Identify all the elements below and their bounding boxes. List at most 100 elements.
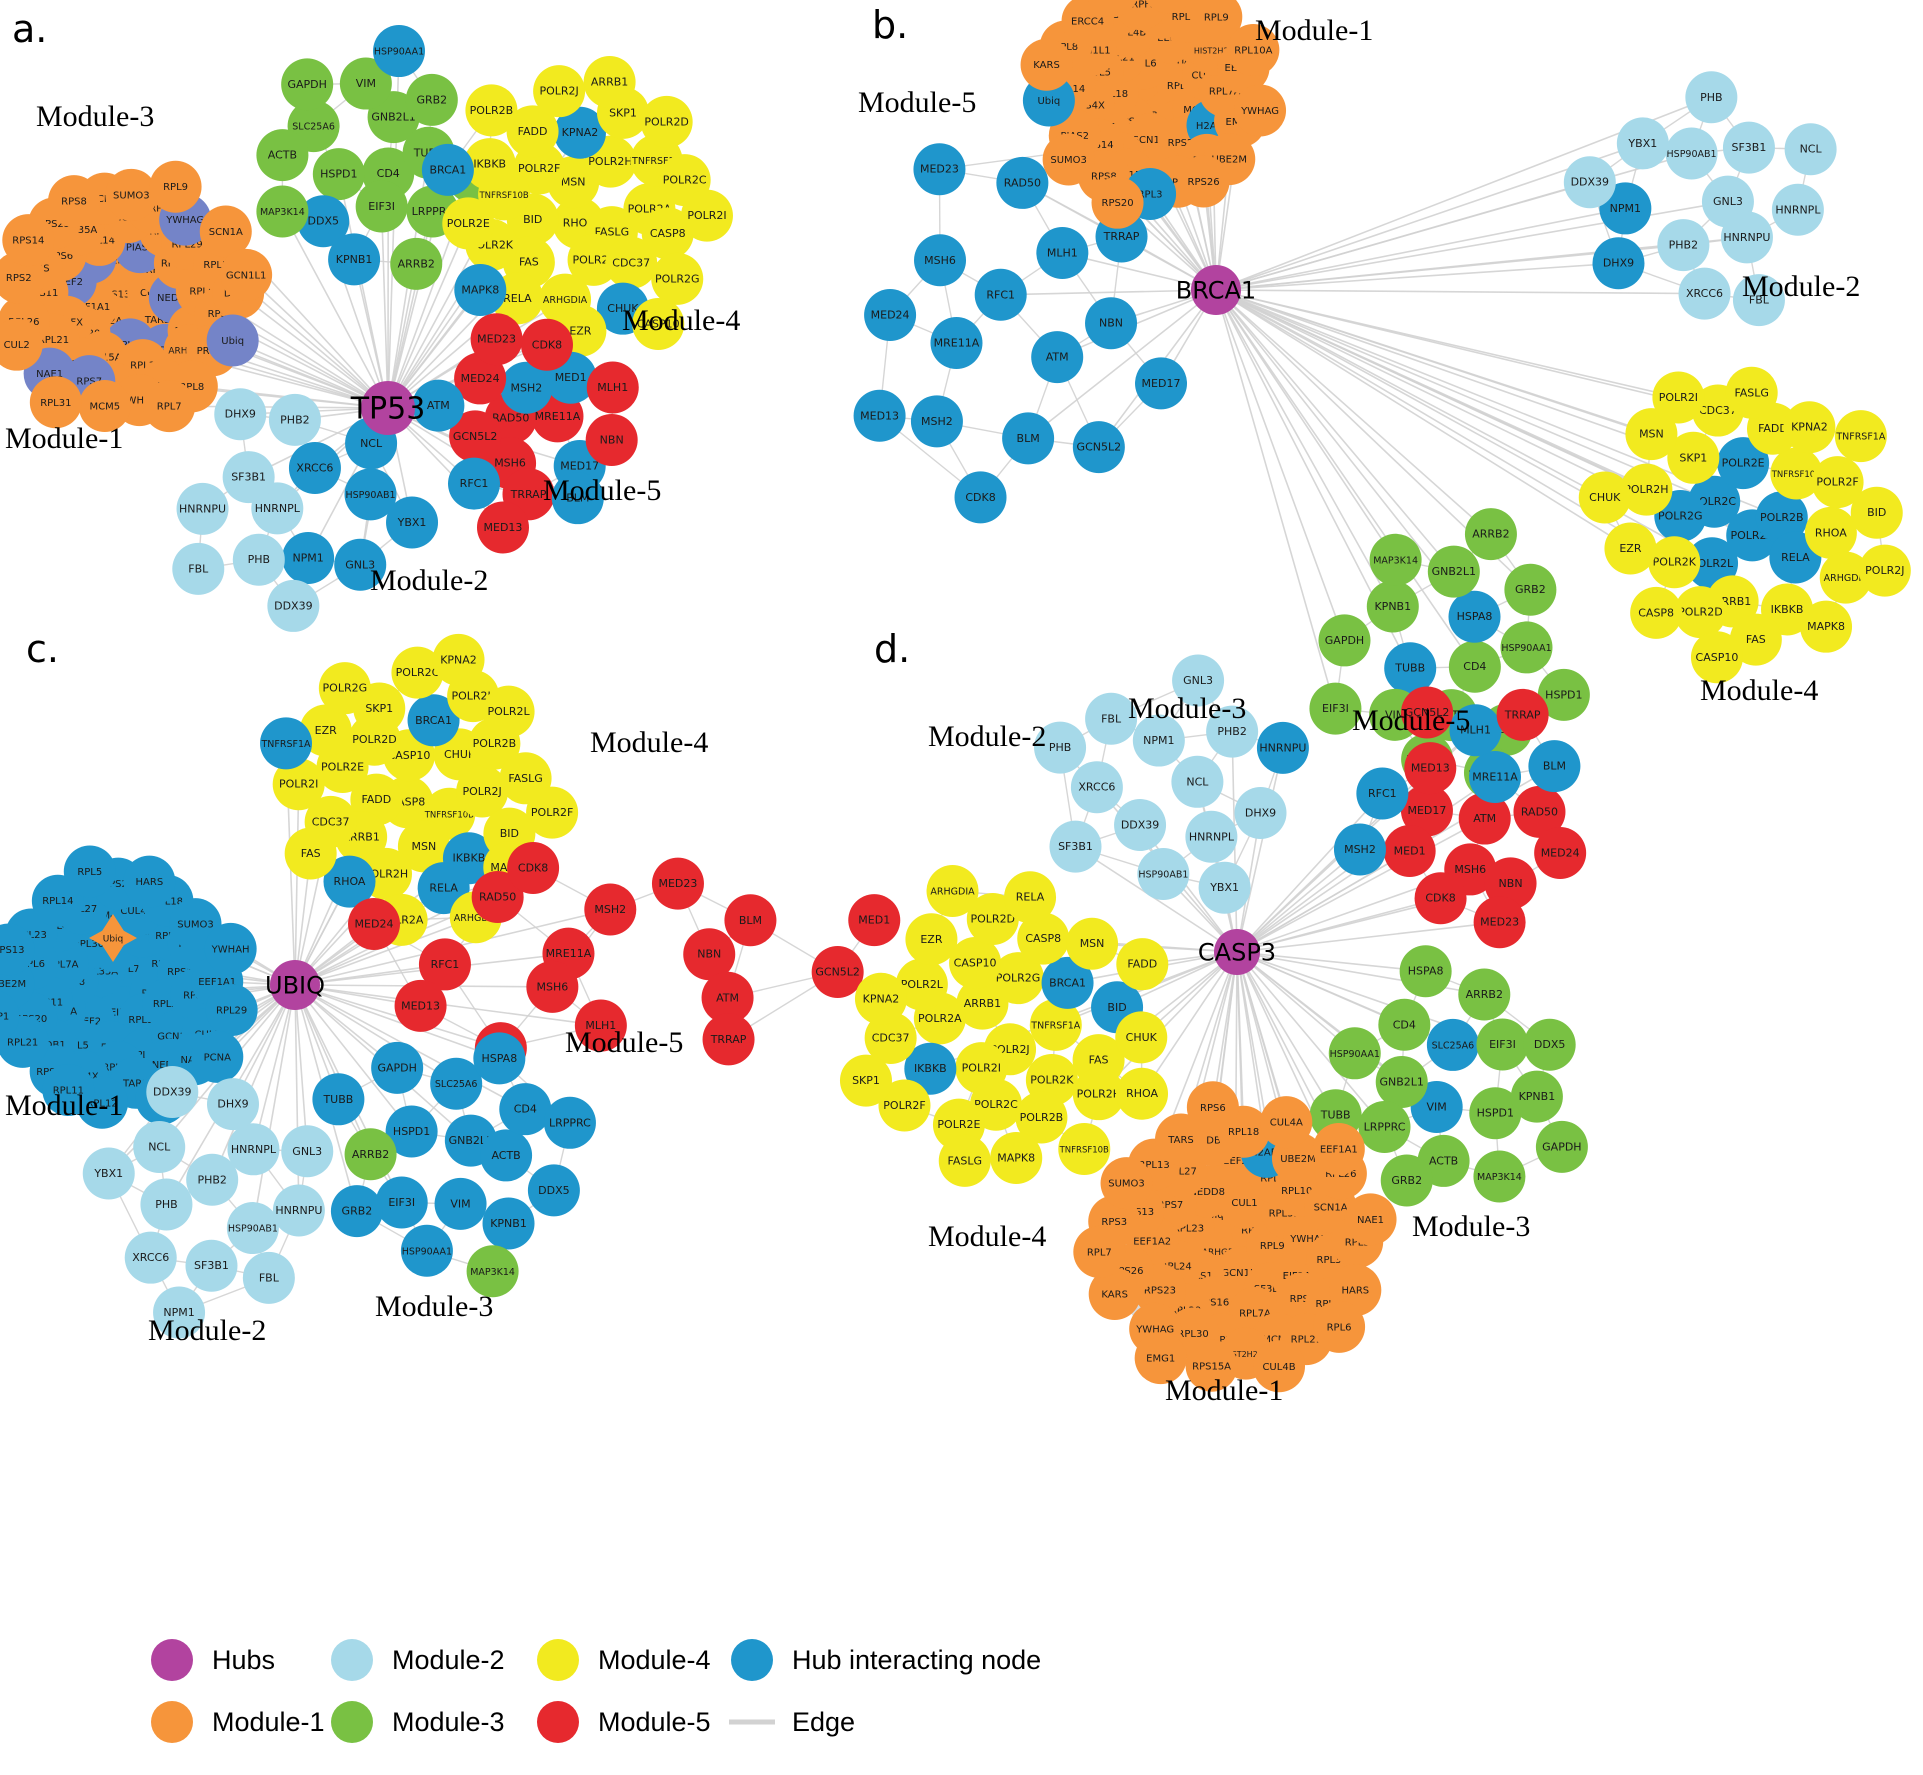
svg-text:RPL21: RPL21 — [38, 335, 69, 346]
node-MSH2: MSH2 — [1333, 823, 1386, 876]
svg-text:HNRNPL: HNRNPL — [1189, 830, 1235, 843]
svg-text:RPS7: RPS7 — [76, 377, 102, 388]
legend-item-module-3: Module-3 — [331, 1701, 505, 1743]
node-ATM: ATM — [1458, 792, 1511, 845]
svg-text:RPL6: RPL6 — [1327, 1322, 1352, 1333]
svg-text:MED23: MED23 — [658, 877, 697, 890]
svg-text:DHX9: DHX9 — [1603, 257, 1634, 270]
node-RHOA: RHOA — [323, 855, 376, 908]
svg-text:HIST2H2BE: HIST2H2BE — [1223, 1350, 1268, 1359]
svg-text:RPL24: RPL24 — [1161, 1261, 1192, 1272]
svg-text:UBE2M: UBE2M — [1212, 155, 1248, 166]
edge — [1215, 289, 1346, 642]
node-POLR2D: POLR2D — [1674, 586, 1727, 639]
svg-text:YBX1: YBX1 — [1209, 881, 1239, 894]
svg-text:POLR2I: POLR2I — [687, 209, 726, 222]
svg-text:RAD50: RAD50 — [1004, 176, 1041, 189]
node-ATM: ATM — [1031, 331, 1084, 384]
edge — [1139, 824, 1238, 953]
svg-text:NBN: NBN — [1099, 317, 1123, 330]
svg-text:IKBKB: IKBKB — [473, 158, 506, 171]
node-EMG1: EMG1 — [1134, 1332, 1187, 1385]
node-ATM: ATM — [412, 379, 465, 432]
node-SUMO3: SUMO3 — [1042, 133, 1095, 186]
svg-text:RPL35A: RPL35A — [1269, 1208, 1307, 1219]
svg-text:TNFRSF10B: TNFRSF10B — [424, 810, 474, 820]
node-CDK8: CDK8 — [1414, 872, 1467, 925]
edge — [294, 984, 501, 1060]
svg-text:BLM: BLM — [566, 492, 589, 505]
node-HSPA8: HSPA8 — [473, 1032, 526, 1085]
node-MED1: MED1 — [848, 894, 901, 947]
node-ARRB1: ARRB1 — [583, 56, 636, 109]
node-PHB: PHB — [1685, 71, 1738, 124]
svg-text:EIF3I: EIF3I — [1322, 702, 1349, 715]
svg-text:MAP3K14: MAP3K14 — [260, 207, 305, 218]
node-NAE1: NAE1 — [1087, 0, 1137, 18]
svg-text:UBIQ: UBIQ — [265, 971, 325, 999]
svg-text:RPL18: RPL18 — [1097, 89, 1128, 100]
svg-text:BLM: BLM — [739, 914, 762, 927]
edge — [1215, 289, 1695, 459]
svg-text:PRPF3: PRPF3 — [1125, 0, 1156, 11]
svg-text:HSP90AB1: HSP90AB1 — [345, 490, 395, 501]
node-KPNB1: KPNB1 — [482, 1197, 535, 1250]
node-HSP90AA1: HSP90AA1 — [1500, 621, 1553, 674]
legend-item-module-2: Module-2 — [331, 1639, 505, 1681]
svg-text:HSP90AB1: HSP90AB1 — [228, 1224, 278, 1235]
svg-text:POLR2B: POLR2B — [1020, 1111, 1064, 1124]
svg-text:ARHGEF4: ARHGEF4 — [1202, 1248, 1245, 1258]
svg-text:EEF2: EEF2 — [58, 277, 83, 288]
edge — [1236, 951, 1386, 1128]
edge — [1215, 289, 1713, 565]
svg-text:VIM: VIM — [450, 1197, 470, 1210]
edge — [1215, 289, 1606, 499]
node-POLR2B: POLR2B — [1755, 491, 1808, 544]
svg-text:GNB2L1: GNB2L1 — [371, 111, 415, 124]
svg-text:H2AFX: H2AFX — [1196, 121, 1229, 132]
svg-text:RPL23: RPL23 — [1173, 1224, 1204, 1235]
node-FADD: FADD — [506, 105, 559, 158]
module-label: Module-4 — [590, 726, 708, 759]
svg-text:IKBKB: IKBKB — [1771, 603, 1804, 616]
legend-item-module-1: Module-1 — [151, 1701, 325, 1743]
svg-text:DDX5: DDX5 — [1534, 1038, 1565, 1051]
svg-text:RELA: RELA — [429, 882, 458, 895]
svg-text:POLR2I: POLR2I — [279, 778, 318, 791]
node-PHB: PHB — [1034, 721, 1087, 774]
svg-text:HNRNPU: HNRNPU — [179, 502, 226, 515]
svg-text:FASLG: FASLG — [508, 772, 542, 785]
node-GCN5L2: GCN5L2 — [1401, 686, 1454, 739]
svg-text:POLR2H: POLR2H — [1077, 1088, 1121, 1101]
svg-text:GNL3: GNL3 — [1713, 195, 1743, 208]
edge — [1215, 289, 1716, 503]
svg-text:RELA: RELA — [1781, 551, 1810, 564]
node-MAPK8: MAPK8 — [990, 1132, 1043, 1185]
svg-text:KPNA2: KPNA2 — [1791, 421, 1828, 434]
svg-text:RPL7: RPL7 — [157, 402, 182, 413]
svg-text:FAS: FAS — [301, 847, 321, 860]
panel-letter: a. — [12, 7, 47, 51]
svg-text:NPM1: NPM1 — [1610, 202, 1641, 215]
svg-text:POLR2A: POLR2A — [918, 1012, 962, 1025]
node-HNRNPL: HNRNPL — [227, 1123, 280, 1176]
svg-text:RPS8: RPS8 — [1091, 171, 1117, 182]
svg-text:GNL3: GNL3 — [345, 558, 375, 571]
node-SUMO3: SUMO3 — [1100, 1157, 1153, 1210]
svg-text:EZR: EZR — [315, 724, 337, 737]
svg-text:KPNB1: KPNB1 — [490, 1217, 527, 1230]
node-NBN: NBN — [683, 928, 736, 981]
edge — [1215, 289, 1476, 668]
svg-text:RPS13: RPS13 — [0, 945, 25, 956]
node-DDX39: DDX39 — [146, 1066, 199, 1119]
svg-text:EIF3I: EIF3I — [368, 200, 395, 213]
node-RFC1: RFC1 — [1356, 767, 1409, 820]
svg-text:NEDD8: NEDD8 — [157, 293, 193, 304]
svg-text:PHB: PHB — [155, 1198, 177, 1211]
node-GRB2: GRB2 — [405, 73, 458, 126]
svg-text:POLR2L: POLR2L — [1691, 557, 1734, 570]
svg-text:ARHGDIA: ARHGDIA — [1824, 573, 1869, 584]
svg-text:HSPD1: HSPD1 — [1477, 1107, 1514, 1120]
node-YWHAG: YWHAG — [1234, 84, 1287, 137]
node-PHB: PHB — [232, 533, 285, 586]
